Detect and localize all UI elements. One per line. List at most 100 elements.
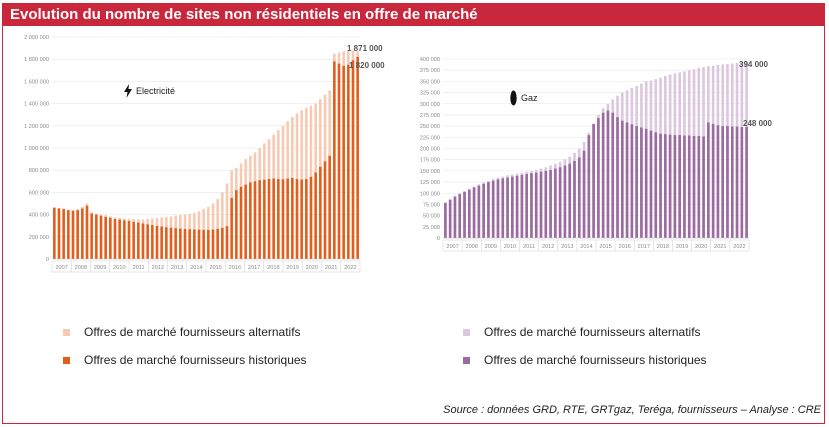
bar-hist bbox=[644, 128, 648, 238]
bar-hist bbox=[563, 165, 567, 238]
bar-hist bbox=[263, 179, 266, 259]
y-tick-label: 400 000 bbox=[420, 57, 440, 63]
bar-hist bbox=[216, 228, 219, 259]
bar-hist bbox=[347, 64, 350, 259]
legend-label-gaz-hist: Offres de marché fournisseurs historique… bbox=[484, 353, 707, 367]
bar-hist bbox=[337, 63, 341, 259]
electricity-label-wrap: Electricité bbox=[124, 84, 175, 98]
x-tick-label: 2011 bbox=[523, 244, 535, 250]
bar-hist bbox=[726, 126, 729, 238]
bar-hist bbox=[582, 150, 586, 238]
bar-hist bbox=[544, 170, 548, 238]
elec-end-label-hist: 1 820 000 bbox=[349, 61, 385, 70]
x-tick-label: 2010 bbox=[113, 265, 125, 271]
bar-hist bbox=[207, 229, 210, 259]
y-tick-label: 400 000 bbox=[29, 213, 49, 219]
bar-hist bbox=[711, 123, 715, 238]
x-tick-label: 2016 bbox=[618, 244, 630, 250]
x-tick-label: 2008 bbox=[465, 244, 477, 250]
bar-hist bbox=[169, 227, 173, 259]
bar-hist bbox=[118, 219, 121, 259]
bar-hist bbox=[132, 221, 135, 259]
x-tick-label: 2013 bbox=[561, 244, 573, 250]
bar-hist bbox=[453, 196, 457, 238]
bar-hist bbox=[123, 220, 126, 259]
bar-hist bbox=[193, 229, 196, 259]
x-tick-label: 2020 bbox=[306, 265, 318, 271]
x-tick-label: 2015 bbox=[209, 265, 221, 271]
legend-label-elec-alt: Offres de marché fournisseurs alternatif… bbox=[84, 325, 301, 339]
bar-hist bbox=[309, 176, 313, 259]
electricity-label: Electricité bbox=[136, 86, 176, 96]
y-tick-label: 200 000 bbox=[29, 235, 49, 241]
y-tick-label: 350 000 bbox=[420, 79, 440, 85]
y-tick-label: 25 000 bbox=[423, 225, 440, 231]
bar-hist bbox=[53, 207, 56, 259]
bar-hist bbox=[673, 135, 677, 238]
bar-hist bbox=[692, 135, 696, 238]
bar-hist bbox=[272, 178, 275, 259]
bar-hist bbox=[90, 213, 93, 259]
bar-hist bbox=[137, 222, 140, 259]
legend-gaz-alt: Offres de marché fournisseurs alternatif… bbox=[463, 325, 701, 339]
x-tick-label: 2021 bbox=[325, 265, 337, 271]
bar-hist bbox=[640, 127, 643, 238]
y-tick-label: 250 000 bbox=[420, 124, 440, 130]
bar-hist bbox=[67, 210, 70, 259]
x-tick-label: 2007 bbox=[55, 265, 67, 271]
x-tick-label: 2012 bbox=[152, 265, 164, 271]
y-tick-label: 100 000 bbox=[420, 191, 440, 197]
bar-hist bbox=[239, 186, 243, 259]
bar-hist bbox=[183, 229, 187, 259]
bar-hist bbox=[534, 172, 538, 238]
legend-elec-hist: Offres de marché fournisseurs historique… bbox=[63, 353, 307, 367]
bar-hist bbox=[573, 161, 576, 238]
bar-hist bbox=[458, 194, 462, 238]
legend-label-gaz-alt: Offres de marché fournisseurs alternatif… bbox=[484, 325, 701, 339]
gas-flame-icon bbox=[510, 90, 517, 106]
bar-alt bbox=[221, 192, 224, 259]
bar-hist bbox=[501, 178, 505, 238]
legend-elec-alt: Offres de marché fournisseurs alternatif… bbox=[63, 325, 301, 339]
bar-hist bbox=[356, 56, 359, 260]
bar-hist bbox=[146, 224, 149, 259]
bar-hist bbox=[730, 126, 734, 238]
y-tick-label: 1 600 000 bbox=[24, 79, 49, 85]
bar-hist bbox=[202, 229, 205, 259]
bar-hist bbox=[71, 210, 75, 259]
x-tick-label: 2015 bbox=[599, 244, 611, 250]
bar-hist bbox=[235, 190, 238, 259]
bar-hist bbox=[558, 167, 562, 238]
bar-hist bbox=[314, 172, 317, 259]
bar-hist bbox=[253, 181, 257, 259]
bar-hist bbox=[477, 185, 481, 238]
bar-hist bbox=[85, 205, 89, 259]
y-tick-label: 200 000 bbox=[420, 147, 440, 153]
elec-end-label-alt: 1 871 000 bbox=[347, 44, 383, 53]
y-tick-label: 0 bbox=[46, 257, 49, 263]
x-tick-label: 2013 bbox=[171, 265, 183, 271]
bar-hist bbox=[735, 126, 739, 238]
bar-hist bbox=[113, 219, 117, 259]
x-tick-label: 2009 bbox=[485, 244, 497, 250]
x-tick-label: 2016 bbox=[229, 265, 241, 271]
bar-hist bbox=[482, 183, 485, 238]
bar-hist bbox=[76, 210, 79, 259]
bar-hist bbox=[448, 199, 452, 238]
bar-hist bbox=[305, 179, 308, 259]
legend-swatch-elec-hist bbox=[63, 356, 70, 364]
bar-hist bbox=[577, 157, 581, 238]
y-tick-label: 300 000 bbox=[420, 102, 440, 108]
bar-hist bbox=[179, 228, 182, 259]
bar-hist bbox=[554, 168, 557, 238]
x-tick-label: 2020 bbox=[695, 244, 707, 250]
x-tick-label: 2009 bbox=[94, 265, 106, 271]
legend-gaz-hist: Offres de marché fournisseurs historique… bbox=[463, 353, 707, 367]
y-tick-label: 225 000 bbox=[420, 135, 440, 141]
bar-hist bbox=[625, 122, 629, 238]
bar-hist bbox=[506, 177, 509, 238]
bar-hist bbox=[323, 161, 327, 259]
bar-hist bbox=[587, 135, 591, 238]
bar-hist bbox=[300, 179, 303, 259]
